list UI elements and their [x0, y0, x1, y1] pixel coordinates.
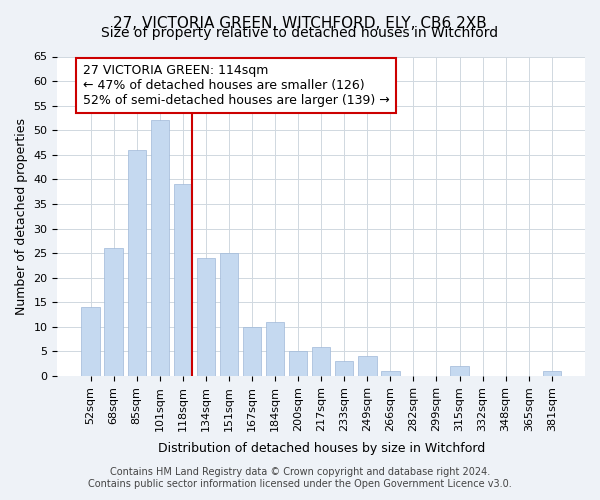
- Bar: [173, 184, 192, 376]
- Y-axis label: Number of detached properties: Number of detached properties: [15, 118, 28, 315]
- Text: 27 VICTORIA GREEN: 114sqm
← 47% of detached houses are smaller (126)
52% of semi: 27 VICTORIA GREEN: 114sqm ← 47% of detac…: [83, 64, 389, 107]
- Text: Contains HM Land Registry data © Crown copyright and database right 2024.
Contai: Contains HM Land Registry data © Crown c…: [88, 468, 512, 489]
- Bar: [104, 248, 123, 376]
- Bar: [128, 150, 146, 376]
- Bar: [82, 307, 100, 376]
- Bar: [358, 356, 377, 376]
- Text: Size of property relative to detached houses in Witchford: Size of property relative to detached ho…: [101, 26, 499, 40]
- Bar: [312, 346, 331, 376]
- Bar: [289, 352, 307, 376]
- Bar: [451, 366, 469, 376]
- Bar: [266, 322, 284, 376]
- Bar: [243, 327, 261, 376]
- Bar: [335, 362, 353, 376]
- X-axis label: Distribution of detached houses by size in Witchford: Distribution of detached houses by size …: [158, 442, 485, 455]
- Bar: [220, 253, 238, 376]
- Bar: [197, 258, 215, 376]
- Bar: [381, 371, 400, 376]
- Text: 27, VICTORIA GREEN, WITCHFORD, ELY, CB6 2XB: 27, VICTORIA GREEN, WITCHFORD, ELY, CB6 …: [113, 16, 487, 31]
- Bar: [542, 371, 561, 376]
- Bar: [151, 120, 169, 376]
